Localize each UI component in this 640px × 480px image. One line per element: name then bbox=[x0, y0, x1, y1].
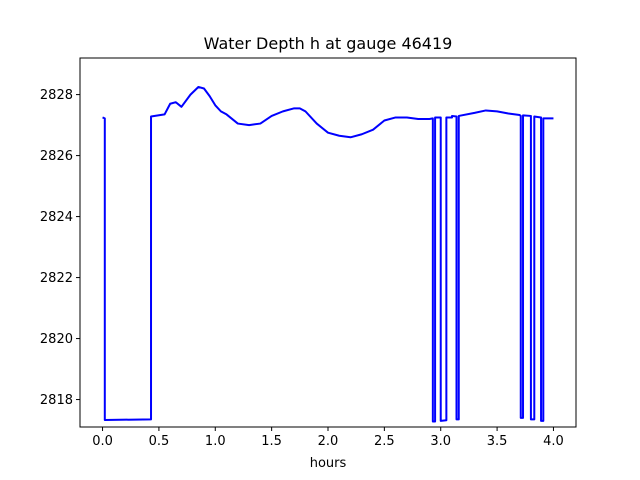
plot-frame bbox=[79, 57, 577, 428]
y-tick-label: 2828 bbox=[40, 88, 73, 103]
x-tick-label: 1.0 bbox=[205, 434, 226, 449]
x-tick-label: 2.5 bbox=[374, 434, 395, 449]
x-tick-label: 1.5 bbox=[261, 434, 282, 449]
y-axis: 2818 2820 2822 2824 2826 2828 bbox=[40, 88, 80, 408]
y-tick-label: 2822 bbox=[40, 271, 73, 286]
y-tick-label: 2818 bbox=[40, 393, 73, 408]
y-tick-label: 2820 bbox=[40, 332, 73, 347]
x-axis: 0.0 0.5 1.0 1.5 2.0 2.5 3.0 3.5 4.0 bbox=[92, 427, 564, 449]
y-tick-label: 2826 bbox=[40, 149, 73, 164]
series-line-0 bbox=[102, 85, 554, 423]
x-axis-label: hours bbox=[310, 456, 347, 471]
plot-content bbox=[102, 85, 554, 423]
x-tick-label: 0.0 bbox=[92, 434, 113, 449]
chart-title: Water Depth h at gauge 46419 bbox=[204, 34, 453, 53]
x-tick-label: 3.5 bbox=[487, 434, 508, 449]
x-tick-label: 3.0 bbox=[430, 434, 451, 449]
x-tick-label: 0.5 bbox=[149, 434, 170, 449]
x-tick-label: 2.0 bbox=[318, 434, 339, 449]
y-tick-label: 2824 bbox=[40, 210, 73, 225]
x-tick-label: 4.0 bbox=[543, 434, 564, 449]
